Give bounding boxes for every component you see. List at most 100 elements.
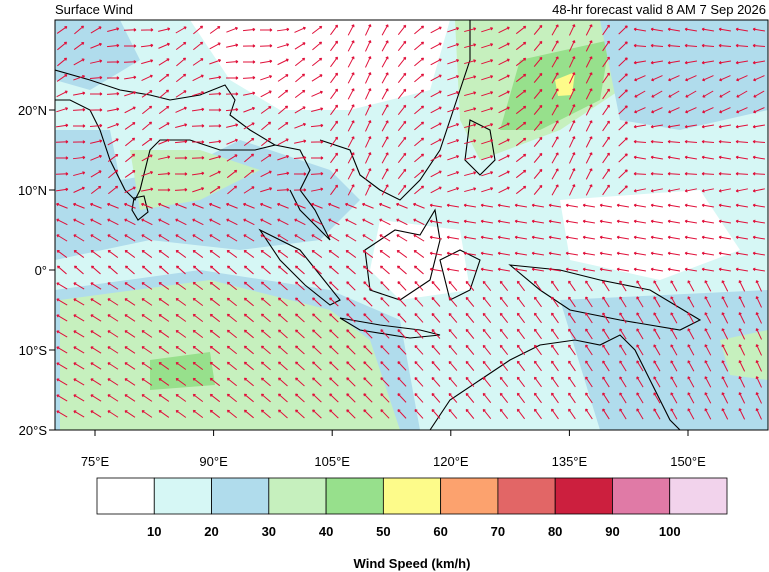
wind-arrow [312,345,322,355]
wind-arrow [551,72,559,84]
wind-arrow [499,360,509,372]
wind-arrow [568,136,576,148]
wind-arrow [618,137,628,147]
wind-arrow [531,203,544,208]
wind-arrow [667,139,681,144]
wind-arrow [107,330,119,338]
wind-arrow [413,249,425,258]
wind-arrow [242,75,256,80]
wind-arrow [602,40,610,52]
wind-arrow [533,392,542,404]
wind-arrow [701,172,715,176]
colorbar-label: 10 [147,524,161,539]
wind-arrow [242,27,256,32]
wind-arrow [73,74,86,81]
coastline [508,264,702,331]
wind-arrow [142,105,153,115]
wind-arrow [379,234,391,242]
wind-arrow [548,219,561,224]
wind-arrow [174,188,188,192]
wind-arrow [330,88,339,100]
wind-arrow [345,249,357,258]
wind-arrow [347,120,355,132]
wind-arrow [431,345,441,355]
shade [500,40,610,130]
wind-arrow [582,267,595,272]
wind-arrow [568,88,576,100]
wind-arrow [365,168,372,180]
wind-arrow [568,312,576,324]
lon-label: 135°E [552,454,588,469]
wind-arrow [414,185,425,195]
wind-arrow [568,40,576,52]
wind-arrow [226,329,238,339]
wind-arrow [381,40,389,52]
wind-arrow [568,344,576,356]
wind-arrow [582,235,595,240]
wind-arrow [551,360,559,372]
lat-label: 20°S [19,423,48,438]
wind-arrow [293,155,307,160]
wind-arrow [515,41,527,51]
wind-arrow [243,169,255,179]
wind-arrow [735,267,748,272]
wind-arrow [482,312,492,323]
wind-arrow [481,123,494,129]
wind-arrow [465,296,475,307]
wind-arrow [107,314,119,322]
wind-arrow [735,155,748,160]
wind-arrow [755,280,762,292]
coastline [55,69,277,201]
wind-arrow [602,120,610,132]
wind-arrow [192,313,204,323]
wind-arrow [514,251,527,256]
wind-arrow [533,376,542,388]
wind-arrow [243,377,254,387]
wind-arrow [140,43,154,48]
subtitle: 48-hr forecast valid 8 AM 7 Sep 2026 [552,2,766,17]
wind-arrow [618,153,628,163]
wind-arrow [430,90,442,98]
wind-arrow [192,281,204,291]
wind-arrow [668,107,680,114]
wind-arrow [277,234,289,242]
wind-arrow [448,360,458,371]
map [55,20,768,430]
wind-arrow [397,393,407,403]
wind-arrow [294,106,306,114]
wind-arrow [124,394,136,402]
wind-arrow [396,249,408,258]
wind-arrow [480,251,493,256]
wind-arrow [634,90,646,98]
wind-arrow [687,344,695,356]
wind-arrow [329,329,339,339]
wind-arrow [106,92,120,96]
wind-arrow [260,281,271,291]
wind-arrow [735,203,748,208]
wind-arrow [533,56,543,67]
wind-arrow [191,156,205,160]
wind-arrow [124,91,137,97]
shade [600,20,768,130]
wind-arrow [431,393,441,403]
wind-arrow [565,235,578,240]
coastline [429,334,681,430]
wind-arrow [312,281,322,291]
wind-arrow [738,376,746,388]
wind-arrow [602,136,610,148]
wind-arrow [329,281,339,291]
wind-arrow [141,378,153,386]
wind-arrow [123,60,137,64]
wind-arrow [533,40,543,51]
wind-arrow [158,73,170,83]
wind-arrow [667,124,680,129]
shade [560,190,740,280]
wind-arrow [260,234,272,242]
wind-arrow [568,120,576,132]
wind-arrow [311,25,323,35]
wind-arrow [701,60,715,65]
wind-arrow [124,122,136,130]
wind-arrow [430,42,442,50]
wind-arrow [667,60,681,65]
wind-arrow [701,251,714,256]
